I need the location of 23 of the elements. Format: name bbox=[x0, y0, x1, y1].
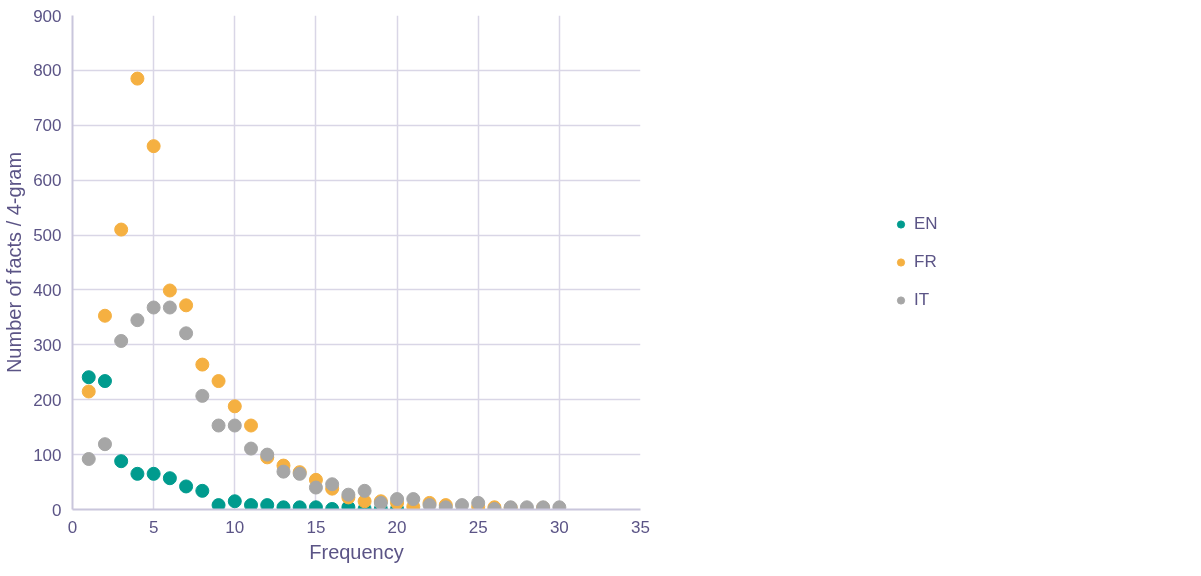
y-tick-label: 500 bbox=[33, 226, 62, 246]
x-tick-label: 35 bbox=[631, 517, 650, 537]
legend-label: IT bbox=[914, 290, 931, 310]
x-tick-label: 15 bbox=[306, 517, 326, 537]
legend-label: FR bbox=[914, 252, 938, 272]
y-tick-label: 800 bbox=[33, 61, 62, 81]
x-axis-title: Frequency bbox=[309, 540, 404, 563]
y-tick-label: 200 bbox=[33, 390, 62, 410]
legend-label: EN bbox=[914, 214, 939, 234]
y-tick-label: 700 bbox=[33, 116, 62, 136]
y-tick-label: 900 bbox=[33, 6, 62, 26]
x-tick-label: 25 bbox=[468, 517, 488, 537]
y-tick-label: 300 bbox=[33, 335, 62, 355]
y-axis-title: Number of facts / 4-gram bbox=[3, 151, 26, 374]
y-tick-label: 600 bbox=[33, 171, 62, 191]
y-tick-label: 100 bbox=[33, 445, 62, 465]
x-tick-label: 10 bbox=[225, 517, 245, 537]
y-tick-label: 0 bbox=[52, 500, 62, 520]
x-tick-label: 30 bbox=[549, 517, 569, 537]
y-tick-label: 400 bbox=[33, 280, 62, 300]
x-tick-label: 0 bbox=[67, 517, 78, 537]
x-tick-label: 20 bbox=[387, 517, 407, 537]
x-tick-label: 5 bbox=[148, 517, 159, 537]
